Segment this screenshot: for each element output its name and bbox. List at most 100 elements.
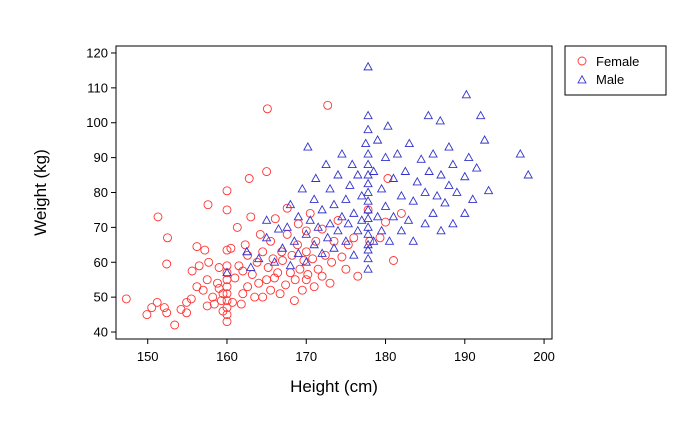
male-point — [293, 211, 304, 221]
male-point — [384, 236, 395, 245]
male-point — [363, 61, 373, 71]
male-point — [396, 225, 407, 235]
female-point — [208, 292, 218, 302]
male-point — [363, 204, 373, 214]
legend-box — [564, 45, 667, 96]
female-point — [262, 104, 272, 114]
male-point — [363, 124, 373, 134]
female-point — [281, 280, 291, 290]
male-point — [311, 173, 321, 182]
male-point — [301, 257, 312, 266]
male-point — [452, 187, 462, 196]
female-point — [192, 242, 202, 252]
male-point — [321, 159, 331, 168]
female-point — [194, 261, 204, 271]
female-point — [277, 247, 287, 257]
male-point — [479, 135, 490, 144]
legend-male-label: Male — [596, 72, 624, 87]
female-point — [389, 256, 398, 265]
female-point — [383, 174, 393, 183]
female-point — [152, 297, 162, 307]
male-point — [515, 149, 526, 158]
female-point — [270, 273, 279, 283]
male-point — [253, 253, 264, 263]
female-point — [301, 275, 311, 285]
male-point — [388, 173, 399, 182]
male-point — [363, 222, 373, 231]
male-point — [325, 218, 335, 228]
male-point — [301, 229, 312, 238]
male-point — [345, 180, 355, 189]
male-point — [322, 232, 333, 242]
female-point — [266, 236, 276, 246]
female-point — [238, 289, 248, 299]
female-point — [202, 301, 212, 311]
male-point — [303, 142, 313, 151]
male-point — [436, 225, 446, 235]
legend: Female Male — [564, 45, 667, 96]
female-point — [162, 259, 172, 269]
x-tick-label: 160 — [216, 349, 238, 364]
male-point — [440, 197, 450, 207]
female-point — [202, 275, 212, 285]
y-tick-label: 100 — [86, 115, 108, 130]
female-point — [232, 222, 242, 232]
x-tick-label: 190 — [454, 349, 476, 364]
female-point — [163, 233, 172, 243]
male-point — [246, 262, 256, 271]
female-point — [213, 278, 222, 288]
male-point — [289, 236, 300, 245]
female-point — [216, 296, 226, 306]
female-point — [275, 289, 285, 299]
male-point — [313, 222, 323, 231]
female-point — [262, 167, 272, 177]
female-point — [121, 294, 131, 304]
female-point — [238, 266, 248, 276]
female-point — [317, 224, 327, 234]
male-point — [353, 225, 363, 235]
male-point — [383, 121, 393, 130]
y-tick-label: 110 — [87, 80, 108, 95]
male-point — [420, 187, 430, 196]
female-point — [293, 219, 303, 229]
female-point — [203, 200, 213, 210]
female-point — [222, 310, 232, 320]
female-point — [243, 282, 253, 292]
female-point — [214, 283, 224, 293]
y-tick-label: 70 — [94, 220, 108, 235]
female-point — [311, 236, 321, 246]
male-point — [341, 194, 351, 203]
female-point — [240, 240, 250, 250]
male-point — [448, 218, 458, 228]
female-point — [308, 254, 318, 264]
male-point — [363, 159, 373, 168]
female-point — [375, 233, 385, 243]
female-point — [153, 212, 163, 222]
x-tick-label: 170 — [295, 349, 317, 364]
male-point — [349, 208, 359, 217]
female-point — [222, 186, 232, 196]
y-tick-label: 50 — [94, 290, 108, 305]
male-point — [353, 169, 363, 179]
male-point — [403, 215, 414, 224]
male-point — [261, 232, 272, 242]
male-point — [523, 169, 533, 179]
female-point — [262, 275, 272, 285]
male-point — [282, 222, 292, 231]
male-point — [329, 199, 339, 209]
female-point — [381, 217, 390, 227]
male-point — [467, 194, 478, 203]
male-point — [329, 243, 339, 252]
male-point — [363, 244, 373, 254]
male-point — [460, 208, 470, 217]
male-point — [333, 169, 343, 179]
female-point — [234, 261, 244, 271]
female-point — [204, 257, 214, 267]
female-point — [268, 254, 278, 264]
female-point — [228, 297, 237, 307]
male-point — [372, 211, 383, 221]
female-point — [250, 292, 260, 302]
female-point — [209, 299, 219, 309]
male-point — [349, 250, 359, 259]
male-point — [363, 110, 373, 120]
